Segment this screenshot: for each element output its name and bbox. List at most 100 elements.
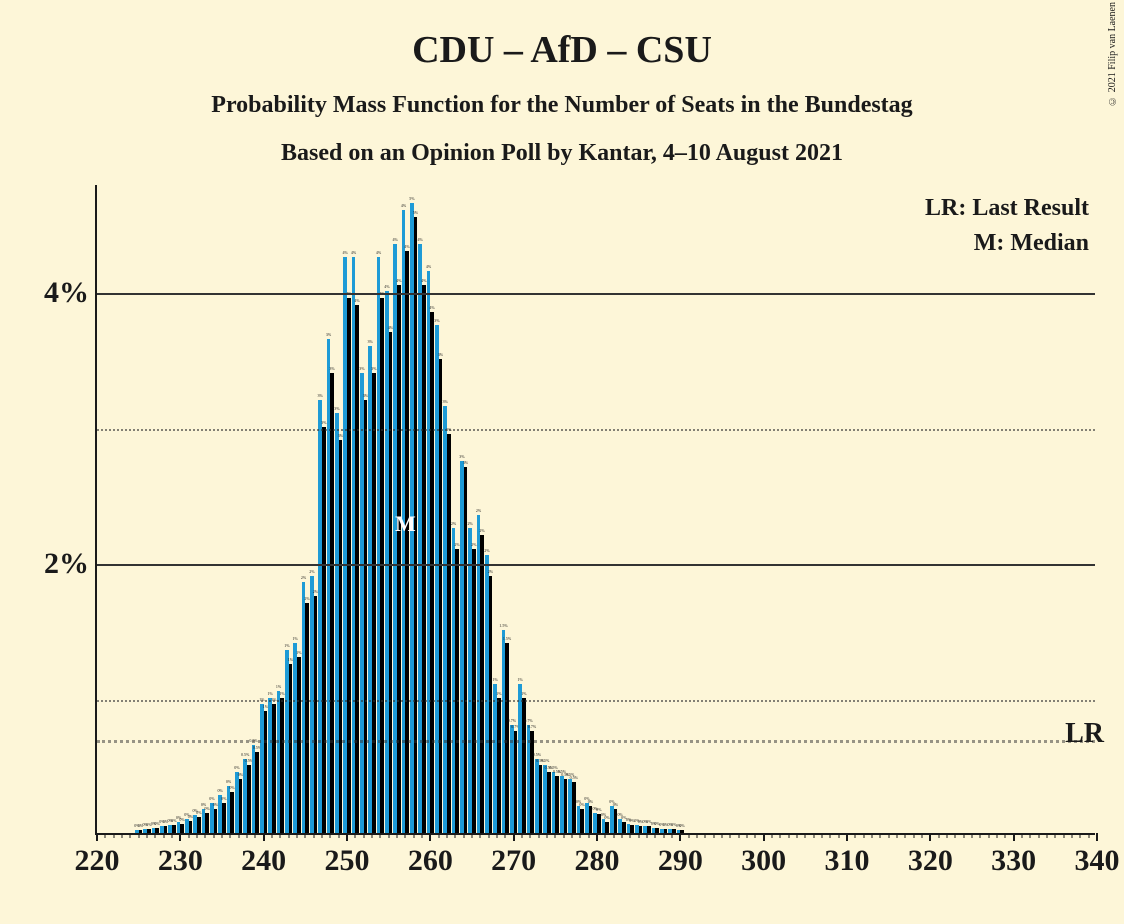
xtick-minor — [655, 833, 656, 838]
xtick-minor — [455, 833, 456, 838]
bar-value-label: 2% — [468, 521, 473, 526]
bar-value-label: 0% — [596, 807, 601, 812]
bar-secondary: 0.5% — [555, 776, 559, 833]
xtick-minor — [1005, 833, 1006, 838]
xtick-minor — [272, 833, 273, 838]
bar-secondary: 4% — [430, 312, 434, 833]
bar-secondary: 1% — [272, 704, 276, 833]
xtick-minor — [788, 833, 789, 838]
bar-secondary: 0% — [164, 826, 168, 833]
xtick-minor — [138, 833, 139, 838]
xtick-minor — [1088, 833, 1089, 838]
lr-line — [97, 740, 1095, 743]
bar-value-label: 2% — [309, 569, 314, 574]
bar-value-label: 0% — [238, 772, 243, 777]
bar-secondary: 2% — [489, 576, 493, 833]
xtick-minor — [197, 833, 198, 838]
xtick-label: 250 — [325, 844, 370, 878]
bar-secondary: 2% — [455, 549, 459, 833]
xtick-major — [513, 833, 515, 841]
bar-value-label: 0.5% — [533, 752, 541, 757]
bar-value-label: 1% — [293, 636, 298, 641]
xtick-minor — [813, 833, 814, 838]
xtick-minor — [1080, 833, 1081, 838]
xtick-minor — [380, 833, 381, 838]
xtick-minor — [963, 833, 964, 838]
bar-value-label: 4% — [429, 305, 434, 310]
bar-value-label: 0.5% — [241, 752, 249, 757]
xtick-minor — [188, 833, 189, 838]
median-marker: M — [395, 511, 416, 537]
gridline-minor — [97, 700, 1095, 702]
xtick-label: 330 — [991, 844, 1036, 878]
bar-secondary: 0.7% — [530, 731, 534, 833]
bar-value-label: 1% — [518, 677, 523, 682]
xtick-minor — [938, 833, 939, 838]
xtick-label: 220 — [75, 844, 120, 878]
xtick-minor — [988, 833, 989, 838]
xtick-major — [96, 833, 98, 841]
bar-value-label: 0.5% — [570, 775, 578, 780]
xtick-minor — [497, 833, 498, 838]
bar-secondary: 0% — [605, 822, 609, 833]
xtick-minor — [1072, 833, 1073, 838]
xtick-minor — [830, 833, 831, 838]
bar-value-label: 0.7% — [528, 724, 536, 729]
chart-subtitle-1: Probability Mass Function for the Number… — [0, 92, 1124, 119]
bar-secondary: 1% — [497, 698, 501, 833]
bar-value-label: 3% — [329, 366, 334, 371]
bar-value-label: 0% — [196, 810, 201, 815]
xtick-minor — [622, 833, 623, 838]
bar-value-label: 2% — [479, 528, 484, 533]
xtick-minor — [572, 833, 573, 838]
xtick-label: 280 — [575, 844, 620, 878]
bar-value-label: 0% — [188, 814, 193, 819]
xtick-minor — [772, 833, 773, 838]
bar-value-label: 0% — [613, 802, 618, 807]
bar-value-label: 4% — [351, 250, 356, 255]
bar-secondary: 0% — [622, 822, 626, 833]
bar-secondary: 4% — [405, 251, 409, 833]
xtick-minor — [1022, 833, 1023, 838]
bar-secondary: 2% — [472, 549, 476, 833]
xtick-minor — [972, 833, 973, 838]
bar-value-label: 4% — [393, 237, 398, 242]
xtick-major — [429, 833, 431, 841]
xtick-minor — [297, 833, 298, 838]
xtick-minor — [547, 833, 548, 838]
xtick-minor — [980, 833, 981, 838]
xtick-minor — [913, 833, 914, 838]
bar-secondary: 1.5% — [505, 643, 509, 833]
bar-value-label: 0% — [588, 799, 593, 804]
xtick-minor — [722, 833, 723, 838]
xtick-major — [596, 833, 598, 841]
xtick-minor — [672, 833, 673, 838]
bar-value-label: 1% — [263, 704, 268, 709]
bar-value-label: 1% — [276, 684, 281, 689]
bar-value-label: 0% — [209, 796, 214, 801]
bar-value-label: 3% — [443, 399, 448, 404]
xtick-major — [346, 833, 348, 841]
bar-value-label: 0.7% — [524, 718, 532, 723]
xtick-minor — [255, 833, 256, 838]
xtick-major — [1096, 833, 1098, 841]
bar-secondary: 0% — [239, 779, 243, 833]
chart-title: CDU – AfD – CSU — [0, 28, 1124, 72]
bar-secondary: 0% — [205, 813, 209, 833]
bar-value-label: 2% — [476, 508, 481, 513]
xtick-major — [263, 833, 265, 841]
xtick-major — [179, 833, 181, 841]
xtick-minor — [688, 833, 689, 838]
bar-value-label: 4% — [421, 278, 426, 283]
xtick-minor — [713, 833, 714, 838]
bar-secondary: 1% — [289, 664, 293, 833]
bar-secondary: 3% — [330, 373, 334, 833]
bar-value-label: 3% — [371, 366, 376, 371]
bar-secondary: 1% — [264, 711, 268, 833]
bar-value-label: 0% — [234, 765, 239, 770]
bar-value-label: 3% — [438, 352, 443, 357]
xtick-minor — [480, 833, 481, 838]
xtick-minor — [997, 833, 998, 838]
xtick-minor — [888, 833, 889, 838]
xtick-minor — [388, 833, 389, 838]
